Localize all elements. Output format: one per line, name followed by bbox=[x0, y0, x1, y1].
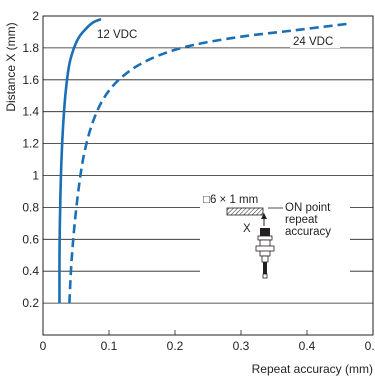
on-point-label: ON point repeat accuracy bbox=[285, 202, 334, 238]
target-size-label: □6 × 1 mm bbox=[203, 194, 258, 206]
series-layer bbox=[58, 17, 347, 304]
x-axis-title: Repeat accuracy (mm) bbox=[252, 362, 373, 376]
series-line-24vdc bbox=[68, 22, 347, 304]
on-point-line-2: repeat bbox=[285, 214, 318, 226]
y-tick-label: 1.2 bbox=[22, 137, 39, 151]
sensor-head bbox=[260, 228, 270, 236]
y-tick-label: 0.6 bbox=[22, 232, 39, 246]
series-line-12vdc bbox=[58, 17, 102, 304]
series-label-24vdc: 24 VDC bbox=[293, 36, 333, 48]
y-tick-label: 1.4 bbox=[22, 105, 39, 119]
sensor-cable-end bbox=[262, 273, 268, 279]
y-tick-label: 1.8 bbox=[22, 41, 39, 55]
y-tick-label: 1 bbox=[32, 169, 39, 183]
y-axis-title: Distance X (mm) bbox=[4, 22, 18, 111]
label-12-bg bbox=[94, 26, 142, 41]
x-tick-label: 0 bbox=[40, 339, 47, 353]
y-tick-label: 1.6 bbox=[22, 73, 39, 87]
sensor-diagram: □6 × 1 mm X ON point repeat accuracy bbox=[200, 190, 350, 290]
series-label-12vdc: 12 VDC bbox=[97, 29, 137, 41]
sensor-cable bbox=[263, 262, 267, 274]
x-tick-label: 0.3 bbox=[233, 339, 250, 353]
diagram-bg bbox=[200, 190, 350, 290]
sensor-nut-top bbox=[257, 235, 273, 241]
sensor-nut-bottom bbox=[255, 245, 275, 252]
sensor-neck bbox=[261, 255, 269, 263]
x-tick-label: 0.4 bbox=[299, 339, 316, 353]
plot-frame bbox=[42, 15, 374, 336]
target-plate bbox=[226, 207, 264, 216]
x-tick-label: 0.1 bbox=[101, 339, 118, 353]
y-tick-label: 0.4 bbox=[22, 264, 39, 278]
on-point-line-3: accuracy bbox=[285, 226, 331, 238]
x-tick-label: 0.2 bbox=[167, 339, 184, 353]
on-point-line-1: ON point bbox=[285, 202, 331, 214]
y-tick-label: 0.2 bbox=[22, 296, 39, 310]
y-tick-label: 2 bbox=[32, 9, 39, 23]
y-tick-label: 0.8 bbox=[22, 200, 39, 214]
label-24-bg bbox=[290, 33, 340, 48]
x-tick-label: 0.5 bbox=[365, 339, 375, 353]
ticks-layer: 0.2 0.4 0.6 0.8 1 1.2 1.4 1.6 1.8 2 0 0.1 0.2 0.3 0.4 0… bbox=[22, 9, 375, 353]
x-marker-label: X bbox=[243, 223, 251, 235]
